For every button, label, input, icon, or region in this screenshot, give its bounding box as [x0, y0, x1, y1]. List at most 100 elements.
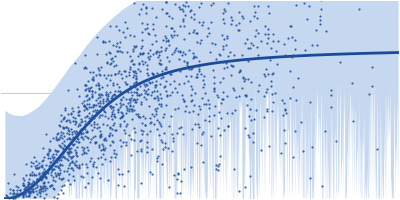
Point	[124, 83, 130, 86]
Point	[117, 116, 123, 119]
Point	[92, 141, 98, 144]
Point	[74, 136, 80, 139]
Point	[138, 149, 145, 153]
Point	[120, 31, 126, 34]
Point	[27, 172, 34, 175]
Point	[142, 124, 148, 127]
Point	[69, 107, 75, 110]
Point	[170, 29, 177, 32]
Point	[251, 5, 257, 8]
Point	[42, 185, 49, 188]
Point	[180, 82, 187, 85]
Point	[56, 167, 62, 170]
Point	[177, 24, 183, 28]
Point	[90, 122, 97, 125]
Point	[225, 124, 232, 127]
Point	[156, 122, 163, 126]
Point	[172, 107, 178, 111]
Point	[230, 86, 237, 89]
Point	[157, 124, 164, 127]
Point	[149, 172, 155, 175]
Point	[99, 105, 105, 108]
Point	[246, 115, 252, 118]
Point	[95, 171, 102, 175]
Point	[114, 107, 121, 110]
Point	[239, 86, 246, 90]
Point	[34, 180, 40, 183]
Point	[163, 55, 170, 59]
Point	[45, 154, 51, 157]
Point	[76, 110, 82, 113]
Point	[156, 133, 162, 136]
Point	[219, 97, 226, 101]
Point	[76, 163, 82, 166]
Point	[228, 111, 235, 114]
Point	[144, 87, 151, 90]
Point	[218, 116, 224, 119]
Point	[86, 89, 92, 92]
Point	[10, 192, 16, 195]
Point	[46, 164, 53, 167]
Point	[134, 94, 141, 97]
Point	[23, 188, 30, 191]
Point	[88, 105, 94, 108]
Point	[66, 147, 72, 150]
Point	[32, 186, 38, 189]
Point	[156, 51, 162, 54]
Point	[118, 98, 124, 101]
Point	[127, 65, 134, 69]
Point	[245, 46, 252, 49]
Point	[60, 192, 66, 195]
Point	[142, 92, 148, 95]
Point	[72, 122, 78, 126]
Point	[140, 129, 146, 133]
Point	[30, 180, 36, 183]
Point	[248, 119, 254, 122]
Point	[211, 90, 218, 93]
Point	[54, 139, 60, 142]
Point	[34, 166, 41, 169]
Point	[115, 184, 122, 187]
Point	[108, 127, 115, 131]
Point	[162, 89, 169, 93]
Point	[175, 173, 181, 176]
Point	[129, 59, 135, 62]
Point	[12, 197, 18, 200]
Point	[59, 164, 65, 167]
Point	[82, 83, 88, 87]
Point	[61, 170, 67, 173]
Point	[123, 144, 129, 147]
Point	[190, 30, 197, 33]
Point	[29, 170, 35, 174]
Point	[110, 60, 116, 63]
Point	[262, 75, 268, 78]
Point	[162, 25, 169, 28]
Point	[92, 84, 99, 87]
Point	[50, 179, 57, 182]
Point	[281, 43, 287, 46]
Point	[302, 48, 308, 51]
Point	[156, 121, 162, 124]
Point	[55, 164, 62, 167]
Point	[144, 55, 151, 59]
Point	[54, 149, 61, 153]
Point	[130, 75, 136, 78]
Point	[66, 150, 72, 153]
Point	[142, 85, 148, 88]
Point	[194, 76, 201, 79]
Point	[97, 95, 104, 98]
Point	[28, 184, 34, 187]
Point	[144, 79, 150, 82]
Point	[132, 98, 138, 101]
Point	[282, 111, 289, 115]
Point	[40, 190, 46, 193]
Point	[95, 157, 102, 160]
Point	[83, 98, 90, 102]
Point	[56, 163, 63, 166]
Point	[223, 44, 230, 47]
Point	[97, 101, 103, 105]
Point	[47, 148, 53, 152]
Point	[96, 109, 103, 113]
Point	[301, 2, 307, 5]
Point	[122, 74, 129, 78]
